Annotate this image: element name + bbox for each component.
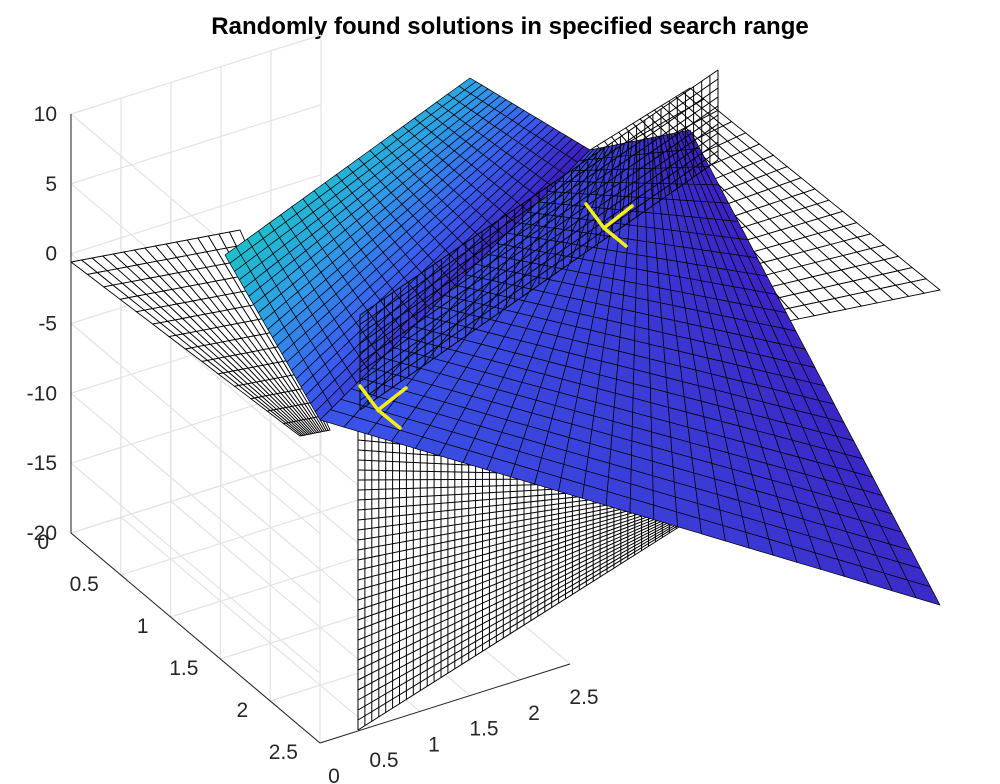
axes <box>70 114 571 744</box>
surface-cell <box>646 255 659 274</box>
surface-cell <box>601 262 616 280</box>
marker-stroke <box>376 408 402 430</box>
wall-line <box>357 514 691 701</box>
wall-line <box>359 96 719 344</box>
surface-cell <box>627 224 639 241</box>
y-tick-label: 1 <box>137 615 149 638</box>
surface-cell <box>625 252 638 270</box>
surface-cell <box>646 241 658 259</box>
marker-stroke <box>602 226 628 248</box>
z-tick-label: -20 <box>27 522 57 545</box>
y-tick-label: 2 <box>237 699 249 722</box>
wall-line <box>359 87 719 335</box>
filled-surface <box>224 77 941 606</box>
surface-layer <box>69 69 942 731</box>
y-tick-label: 2.5 <box>269 741 298 764</box>
y-tick-label: 0 <box>37 531 49 554</box>
wall-line <box>357 509 691 671</box>
wall-line <box>357 502 691 631</box>
wall-line <box>359 150 719 401</box>
wall-line <box>357 506 691 651</box>
solution-marker <box>358 384 408 430</box>
surface-cell <box>612 264 627 282</box>
surface-cell <box>610 278 625 296</box>
surface-cell <box>647 285 661 304</box>
z-tick-label: 0 <box>45 243 57 266</box>
chart-title: Randomly found solutions in specified se… <box>211 13 808 40</box>
z-tick-label: -5 <box>38 313 57 336</box>
x-tick-label: 0.5 <box>369 749 398 772</box>
surface-cell <box>624 266 637 284</box>
grid-line <box>69 453 322 744</box>
wall-line <box>357 501 691 621</box>
wall-line <box>357 511 691 681</box>
x-axis-line <box>319 663 571 744</box>
x-tick-label: 1.5 <box>469 718 498 741</box>
wall-line <box>357 519 691 731</box>
surface-cell <box>636 254 648 272</box>
surface-cell <box>646 270 660 289</box>
y-axis-line <box>70 532 321 744</box>
z-tick-label: -10 <box>27 382 57 405</box>
wall-line <box>357 497 691 601</box>
surface-cell <box>637 211 647 228</box>
wall-line <box>359 132 719 382</box>
grid-line <box>69 383 322 674</box>
solution-marker <box>584 202 634 248</box>
x-tick-label: 0 <box>328 765 340 784</box>
x-tick-label: 2.5 <box>569 686 598 709</box>
wall-line <box>359 141 719 392</box>
surface-cell <box>623 280 637 299</box>
wireframe-wall-upper <box>359 69 719 411</box>
wall-line <box>359 114 719 363</box>
wall-line <box>359 78 719 325</box>
wall-line <box>357 504 691 641</box>
wall-line <box>359 69 719 316</box>
wall-line <box>357 516 691 711</box>
surface-cell <box>621 294 637 313</box>
wall-line <box>357 499 691 611</box>
surface-cell <box>608 292 624 310</box>
z-tick-label: 5 <box>45 173 57 196</box>
surface-cell <box>636 225 647 243</box>
surface-cell <box>598 276 614 293</box>
z-tick-label: -15 <box>27 452 57 475</box>
x-tick-label: 2 <box>528 702 540 725</box>
surface-cell <box>635 282 649 301</box>
surface-cell <box>635 268 649 286</box>
wall-line <box>359 123 719 373</box>
wall-line <box>357 512 691 691</box>
y-tick-label: 0.5 <box>70 573 99 596</box>
wall-line <box>357 517 691 721</box>
surface-cell <box>614 250 628 268</box>
wall-line <box>357 507 691 661</box>
wall-line <box>359 159 719 411</box>
surface-cell <box>626 238 638 256</box>
surface-cell <box>636 239 648 257</box>
z-tick-label: 10 <box>34 103 57 126</box>
solution-markers <box>358 202 634 430</box>
x-tick-label: 1 <box>428 733 440 756</box>
wall-line <box>359 105 719 354</box>
y-tick-label: 1.5 <box>169 657 198 680</box>
